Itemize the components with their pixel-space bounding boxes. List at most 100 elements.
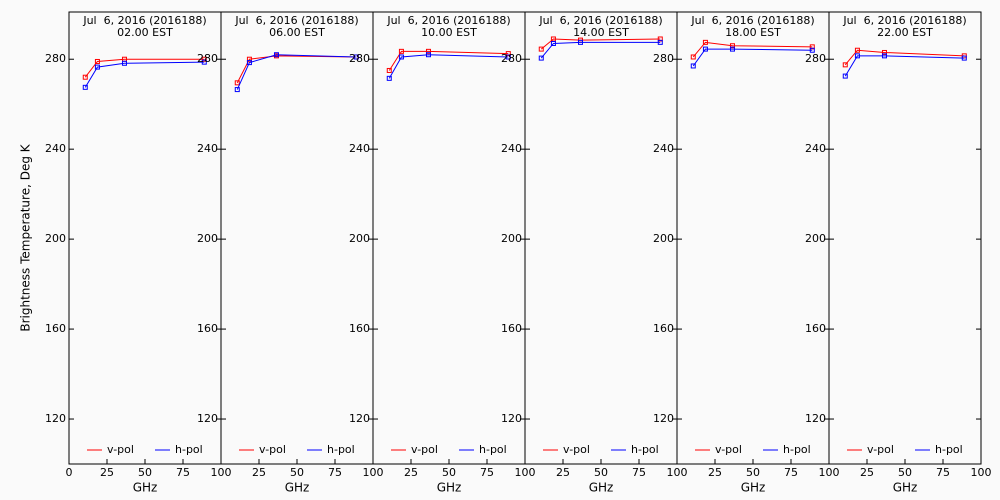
marker bbox=[577, 39, 583, 45]
x-tick-label: 25 bbox=[404, 466, 418, 479]
legend-label: h-pol bbox=[327, 443, 355, 456]
marker bbox=[425, 48, 431, 54]
x-tick-label: 75 bbox=[936, 466, 950, 479]
marker bbox=[353, 54, 359, 60]
marker bbox=[398, 54, 404, 60]
marker bbox=[729, 43, 735, 49]
y-tick-label: 240 bbox=[805, 142, 826, 155]
legend-label: h-pol bbox=[631, 443, 659, 456]
y-tick-label: 120 bbox=[349, 412, 370, 425]
y-tick-label: 160 bbox=[197, 322, 218, 335]
x-tick-label: 25 bbox=[252, 466, 266, 479]
panel-title: Jul 6, 2016 (2016188) bbox=[234, 14, 358, 27]
x-tick-label: 100 bbox=[515, 466, 536, 479]
marker bbox=[702, 46, 708, 52]
x-tick-label: 75 bbox=[480, 466, 494, 479]
marker bbox=[386, 75, 392, 81]
panel-subtitle: 06.00 EST bbox=[269, 26, 325, 39]
x-tick-label: 50 bbox=[442, 466, 456, 479]
marker bbox=[538, 55, 544, 61]
series-line bbox=[540, 41, 661, 59]
marker bbox=[121, 60, 127, 66]
panel-title: Jul 6, 2016 (2016188) bbox=[538, 14, 662, 27]
marker bbox=[881, 53, 887, 59]
x-axis-label: GHz bbox=[589, 481, 614, 495]
x-tick-label: 50 bbox=[898, 466, 912, 479]
marker bbox=[842, 73, 848, 79]
panel-title: Jul 6, 2016 (2016188) bbox=[690, 14, 814, 27]
x-axis-label: GHz bbox=[437, 481, 462, 495]
marker bbox=[657, 36, 663, 42]
marker bbox=[201, 59, 207, 65]
x-axis-label: GHz bbox=[741, 481, 766, 495]
y-tick-label: 160 bbox=[653, 322, 674, 335]
y-tick-label: 160 bbox=[501, 322, 522, 335]
marker bbox=[505, 54, 511, 60]
series-line bbox=[844, 49, 965, 66]
y-tick-label: 200 bbox=[501, 232, 522, 245]
marker bbox=[94, 64, 100, 70]
panel-subtitle: 02.00 EST bbox=[117, 26, 173, 39]
x-tick-label: 25 bbox=[100, 466, 114, 479]
x-tick-label: 0 bbox=[66, 466, 73, 479]
x-tick-label: 100 bbox=[819, 466, 840, 479]
y-tick-label: 200 bbox=[197, 232, 218, 245]
panel-subtitle: 18.00 EST bbox=[725, 26, 781, 39]
y-tick-label: 280 bbox=[805, 52, 826, 65]
marker bbox=[398, 48, 404, 54]
marker bbox=[809, 47, 815, 53]
marker bbox=[809, 44, 815, 50]
x-axis-label: GHz bbox=[893, 481, 918, 495]
marker bbox=[246, 56, 252, 62]
y-tick-label: 120 bbox=[653, 412, 674, 425]
panel-frame bbox=[828, 11, 982, 465]
panel-title: Jul 6, 2016 (2016188) bbox=[386, 14, 510, 27]
marker bbox=[961, 55, 967, 61]
y-tick-label: 280 bbox=[349, 52, 370, 65]
legend-label: v-pol bbox=[107, 443, 134, 456]
y-tick-label: 160 bbox=[45, 322, 66, 335]
legend-label: h-pol bbox=[175, 443, 203, 456]
x-tick-label: 100 bbox=[667, 466, 688, 479]
marker bbox=[690, 63, 696, 69]
x-tick-label: 75 bbox=[176, 466, 190, 479]
x-tick-label: 75 bbox=[784, 466, 798, 479]
x-tick-label: 100 bbox=[971, 466, 992, 479]
x-tick-label: 25 bbox=[860, 466, 874, 479]
series-line bbox=[84, 61, 205, 88]
legend-label: h-pol bbox=[935, 443, 963, 456]
marker bbox=[234, 87, 240, 93]
y-tick-label: 280 bbox=[45, 52, 66, 65]
y-tick-label: 160 bbox=[349, 322, 370, 335]
y-tick-label: 240 bbox=[653, 142, 674, 155]
marker bbox=[82, 84, 88, 90]
series-line bbox=[236, 55, 357, 84]
y-tick-label: 280 bbox=[197, 52, 218, 65]
series-line bbox=[388, 54, 509, 79]
x-tick-label: 50 bbox=[138, 466, 152, 479]
legend-label: v-pol bbox=[563, 443, 590, 456]
legend-label: v-pol bbox=[259, 443, 286, 456]
y-tick-label: 200 bbox=[653, 232, 674, 245]
y-tick-label: 160 bbox=[805, 322, 826, 335]
marker bbox=[201, 56, 207, 62]
marker bbox=[425, 52, 431, 58]
series-line bbox=[692, 48, 813, 67]
y-tick-label: 280 bbox=[501, 52, 522, 65]
marker bbox=[842, 62, 848, 68]
x-tick-label: 100 bbox=[211, 466, 232, 479]
panel-subtitle: 22.00 EST bbox=[877, 26, 933, 39]
marker bbox=[273, 52, 279, 58]
marker bbox=[550, 40, 556, 46]
marker bbox=[94, 58, 100, 64]
x-tick-label: 25 bbox=[556, 466, 570, 479]
y-tick-label: 200 bbox=[45, 232, 66, 245]
panel-subtitle: 14.00 EST bbox=[573, 26, 629, 39]
panel-title: Jul 6, 2016 (2016188) bbox=[842, 14, 966, 27]
marker bbox=[729, 46, 735, 52]
x-tick-label: 50 bbox=[746, 466, 760, 479]
x-axis-label: GHz bbox=[285, 481, 310, 495]
x-tick-label: 75 bbox=[328, 466, 342, 479]
x-tick-label: 50 bbox=[594, 466, 608, 479]
x-tick-label: 75 bbox=[632, 466, 646, 479]
